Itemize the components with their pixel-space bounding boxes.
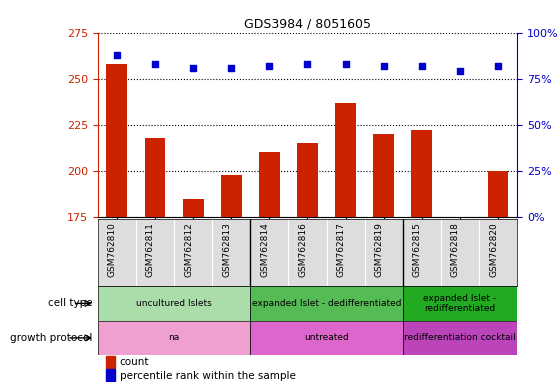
Bar <box>411 130 432 217</box>
Text: GSM762820: GSM762820 <box>489 222 498 277</box>
Bar <box>98 286 250 321</box>
Bar <box>402 286 517 321</box>
Text: GSM762814: GSM762814 <box>260 222 269 277</box>
Bar <box>335 103 356 217</box>
Text: expanded Islet - dedifferentiated: expanded Islet - dedifferentiated <box>252 299 401 308</box>
Point <box>494 63 503 69</box>
Point <box>227 65 236 71</box>
Text: GSM762818: GSM762818 <box>451 222 460 277</box>
Text: percentile rank within the sample: percentile rank within the sample <box>120 371 296 381</box>
Point <box>379 63 388 69</box>
Point <box>418 63 427 69</box>
Bar <box>106 356 115 368</box>
Text: GSM762811: GSM762811 <box>146 222 155 277</box>
Bar <box>106 369 115 382</box>
Bar <box>98 321 250 355</box>
Bar <box>250 286 402 321</box>
Bar <box>259 152 280 217</box>
Bar <box>487 171 509 217</box>
Point <box>265 63 274 69</box>
Text: GSM762819: GSM762819 <box>375 222 383 277</box>
Point <box>150 61 159 67</box>
Bar <box>106 64 127 217</box>
Point <box>188 65 197 71</box>
Text: expanded Islet -
redifferentiated: expanded Islet - redifferentiated <box>423 294 496 313</box>
Text: na: na <box>168 333 179 343</box>
Text: untreated: untreated <box>304 333 349 343</box>
Point <box>303 61 312 67</box>
Text: count: count <box>120 357 149 367</box>
Bar <box>449 217 470 221</box>
Text: GSM762810: GSM762810 <box>108 222 117 277</box>
Point <box>112 52 121 58</box>
Bar <box>145 138 165 217</box>
Text: GSM762815: GSM762815 <box>413 222 422 277</box>
Bar <box>221 175 241 217</box>
Bar <box>373 134 394 217</box>
Text: GSM762813: GSM762813 <box>222 222 231 277</box>
Text: cell type: cell type <box>48 298 92 308</box>
Title: GDS3984 / 8051605: GDS3984 / 8051605 <box>244 17 371 30</box>
Text: GSM762817: GSM762817 <box>337 222 345 277</box>
Point <box>341 61 350 67</box>
Text: uncultured Islets: uncultured Islets <box>136 299 212 308</box>
Bar <box>297 143 318 217</box>
Text: GSM762812: GSM762812 <box>184 222 193 277</box>
Text: GSM762816: GSM762816 <box>299 222 307 277</box>
Bar <box>183 199 203 217</box>
Text: redifferentiation cocktail: redifferentiation cocktail <box>404 333 516 343</box>
Point <box>456 68 465 74</box>
Text: growth protocol: growth protocol <box>10 333 92 343</box>
Bar <box>402 321 517 355</box>
Bar <box>250 321 402 355</box>
